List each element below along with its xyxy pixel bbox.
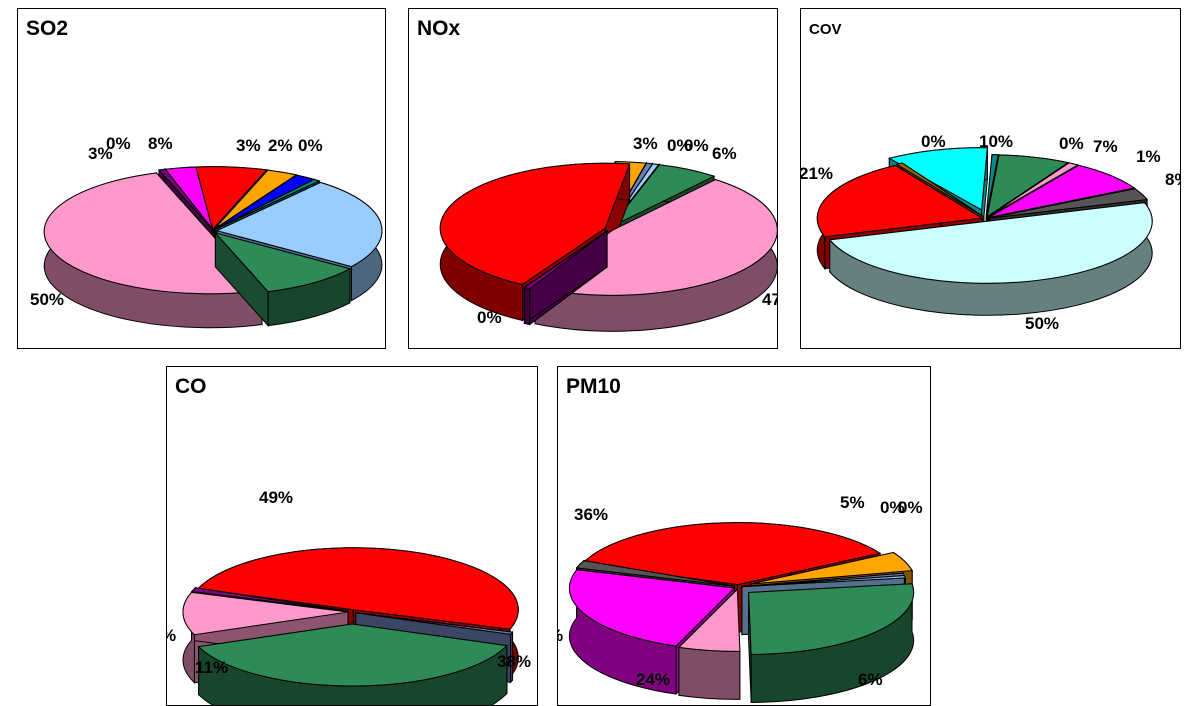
data-label: 6%: [712, 144, 737, 163]
data-label: 5%: [840, 493, 865, 512]
data-label: 3%: [633, 134, 658, 153]
data-label: 0%: [880, 498, 905, 517]
data-label: 1%: [1136, 147, 1161, 166]
pie-chart-pm10: 36%5%0%0%26%24%%: [558, 493, 923, 703]
chart-title: CO: [175, 375, 207, 398]
pie-chart-cov: 10%0%7%1%8%350%21%0%: [801, 132, 1181, 333]
data-label: 2%: [268, 136, 293, 155]
pie-slice: [828, 201, 1153, 316]
data-label: 38%: [497, 652, 531, 671]
data-label: 50%: [1025, 314, 1059, 333]
data-label: 10%: [979, 132, 1013, 151]
chart-title: SO2: [26, 17, 69, 40]
pie-slice: [568, 568, 736, 696]
pie-slice: [197, 623, 508, 705]
data-label: 0%: [667, 136, 692, 155]
data-label: 24%: [636, 670, 670, 689]
data-label: 8%: [148, 134, 173, 153]
pie-slice: [677, 588, 741, 700]
chart-title: NOx: [417, 17, 461, 40]
data-label: 0%: [1059, 134, 1084, 153]
data-label: 0%: [106, 134, 131, 153]
pie-chart-so2: 8%3%2%0%24%10%50%0%3%: [30, 134, 383, 329]
data-label: %: [167, 626, 176, 645]
data-label: 0%: [898, 498, 923, 517]
data-label: 8%: [1165, 170, 1181, 189]
chart-title: PM10: [566, 375, 621, 398]
data-label: 36%: [574, 505, 608, 524]
data-label: 7%: [1093, 137, 1118, 156]
chart-title: COV: [809, 21, 842, 38]
data-label: %: [558, 626, 563, 645]
data-label: 50%: [30, 290, 64, 309]
pie-slice: [748, 583, 915, 703]
chart-panel-cov: COV 10%0%7%1%8%350%21%0%: [800, 8, 1181, 349]
data-label: 0%: [477, 308, 502, 327]
data-label: 0': [537, 536, 538, 555]
data-label: 0%: [921, 132, 946, 151]
data-label: 49%: [259, 488, 293, 507]
chart-panel-co: CO 49% 0' 38% 11%%: [166, 366, 538, 706]
data-label: 3%: [236, 136, 261, 155]
data-label: 47%: [762, 290, 778, 309]
pie-slice: [213, 231, 352, 327]
data-label: 21%: [801, 164, 833, 183]
data-label: 0%: [298, 136, 323, 155]
chart-panel-so2: SO2 8%3%2%0%24%10%50%0%3%: [17, 8, 386, 349]
pie-chart-nox: 3%0%0%6%47%0%: [439, 134, 778, 332]
chart-panel-pm10: PM10 36%5%0%0%26%24%%: [557, 366, 931, 706]
pie-slice: [523, 230, 608, 326]
data-label: 3%: [88, 144, 113, 163]
pie-chart-co: 49% 0' 38% 11%%: [167, 488, 538, 705]
data-label: 11%: [195, 658, 228, 677]
data-label: 6%: [858, 670, 883, 689]
data-label: 0%: [684, 136, 709, 155]
chart-panel-nox: NOx 3%0%0%6%47%0%: [408, 8, 778, 349]
